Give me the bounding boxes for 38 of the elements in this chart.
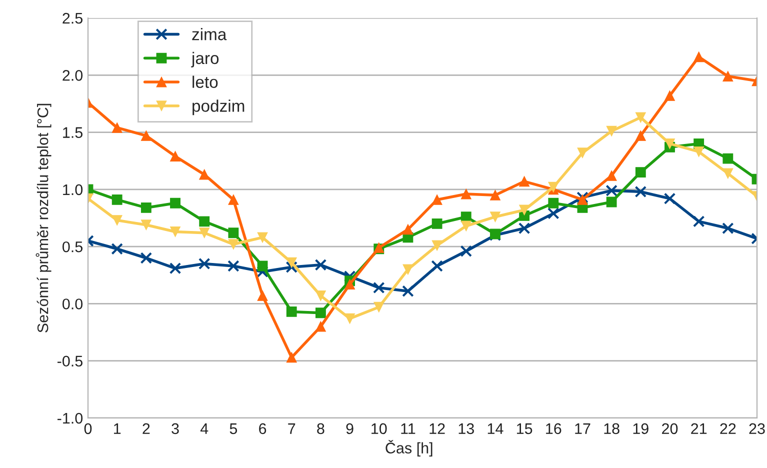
y-axis-title: Sezónní průměr rozdílu teplot [°C] <box>36 104 52 332</box>
x-tick-label: 5 <box>230 423 238 434</box>
y-tick-label: 2.5 <box>62 12 82 24</box>
x-tick-label: 16 <box>546 423 562 434</box>
x-tick-label: 1 <box>114 423 121 434</box>
x-tick-label: 15 <box>516 423 532 434</box>
x-tick-label: 10 <box>372 423 387 434</box>
x-tick-label: 3 <box>172 423 179 434</box>
legend-label: zima <box>192 28 227 40</box>
y-tick-label: 1.5 <box>63 127 82 138</box>
y-tick-label: 2.0 <box>62 70 83 81</box>
legend-label: podzim <box>192 100 244 116</box>
x-tick-label: 21 <box>691 423 707 434</box>
x-tick-label: 14 <box>488 423 504 434</box>
legend-label: jaro <box>191 52 219 68</box>
x-tick-label: 23 <box>749 423 765 434</box>
x-tick-label: 2 <box>142 423 150 434</box>
x-tick-label: 22 <box>720 423 736 434</box>
y-tick-label: -1.0 <box>57 412 83 424</box>
x-tick-label: 9 <box>346 423 354 434</box>
x-tick-label: 8 <box>317 423 324 434</box>
x-tick-label: 0 <box>84 423 92 434</box>
x-tick-label: 4 <box>200 423 208 434</box>
x-axis-title: Čas [h] <box>386 440 432 457</box>
x-tick-label: 12 <box>430 423 445 434</box>
y-tick-label: -0.5 <box>57 356 82 367</box>
x-tick-label: 17 <box>575 423 590 434</box>
x-tick-label: 6 <box>259 423 266 434</box>
y-tick-label: 0.0 <box>62 298 83 310</box>
legend-label: leto <box>192 76 218 88</box>
x-tick-label: 7 <box>288 423 296 434</box>
x-tick-label: 18 <box>604 423 620 434</box>
x-tick-label: 19 <box>633 423 648 434</box>
x-tick-label: 13 <box>458 423 474 434</box>
y-tick-label: 0.5 <box>62 241 82 252</box>
x-tick-label: 11 <box>401 423 416 434</box>
x-tick-label: 20 <box>662 423 678 434</box>
y-tick-label: 1.0 <box>63 184 83 196</box>
